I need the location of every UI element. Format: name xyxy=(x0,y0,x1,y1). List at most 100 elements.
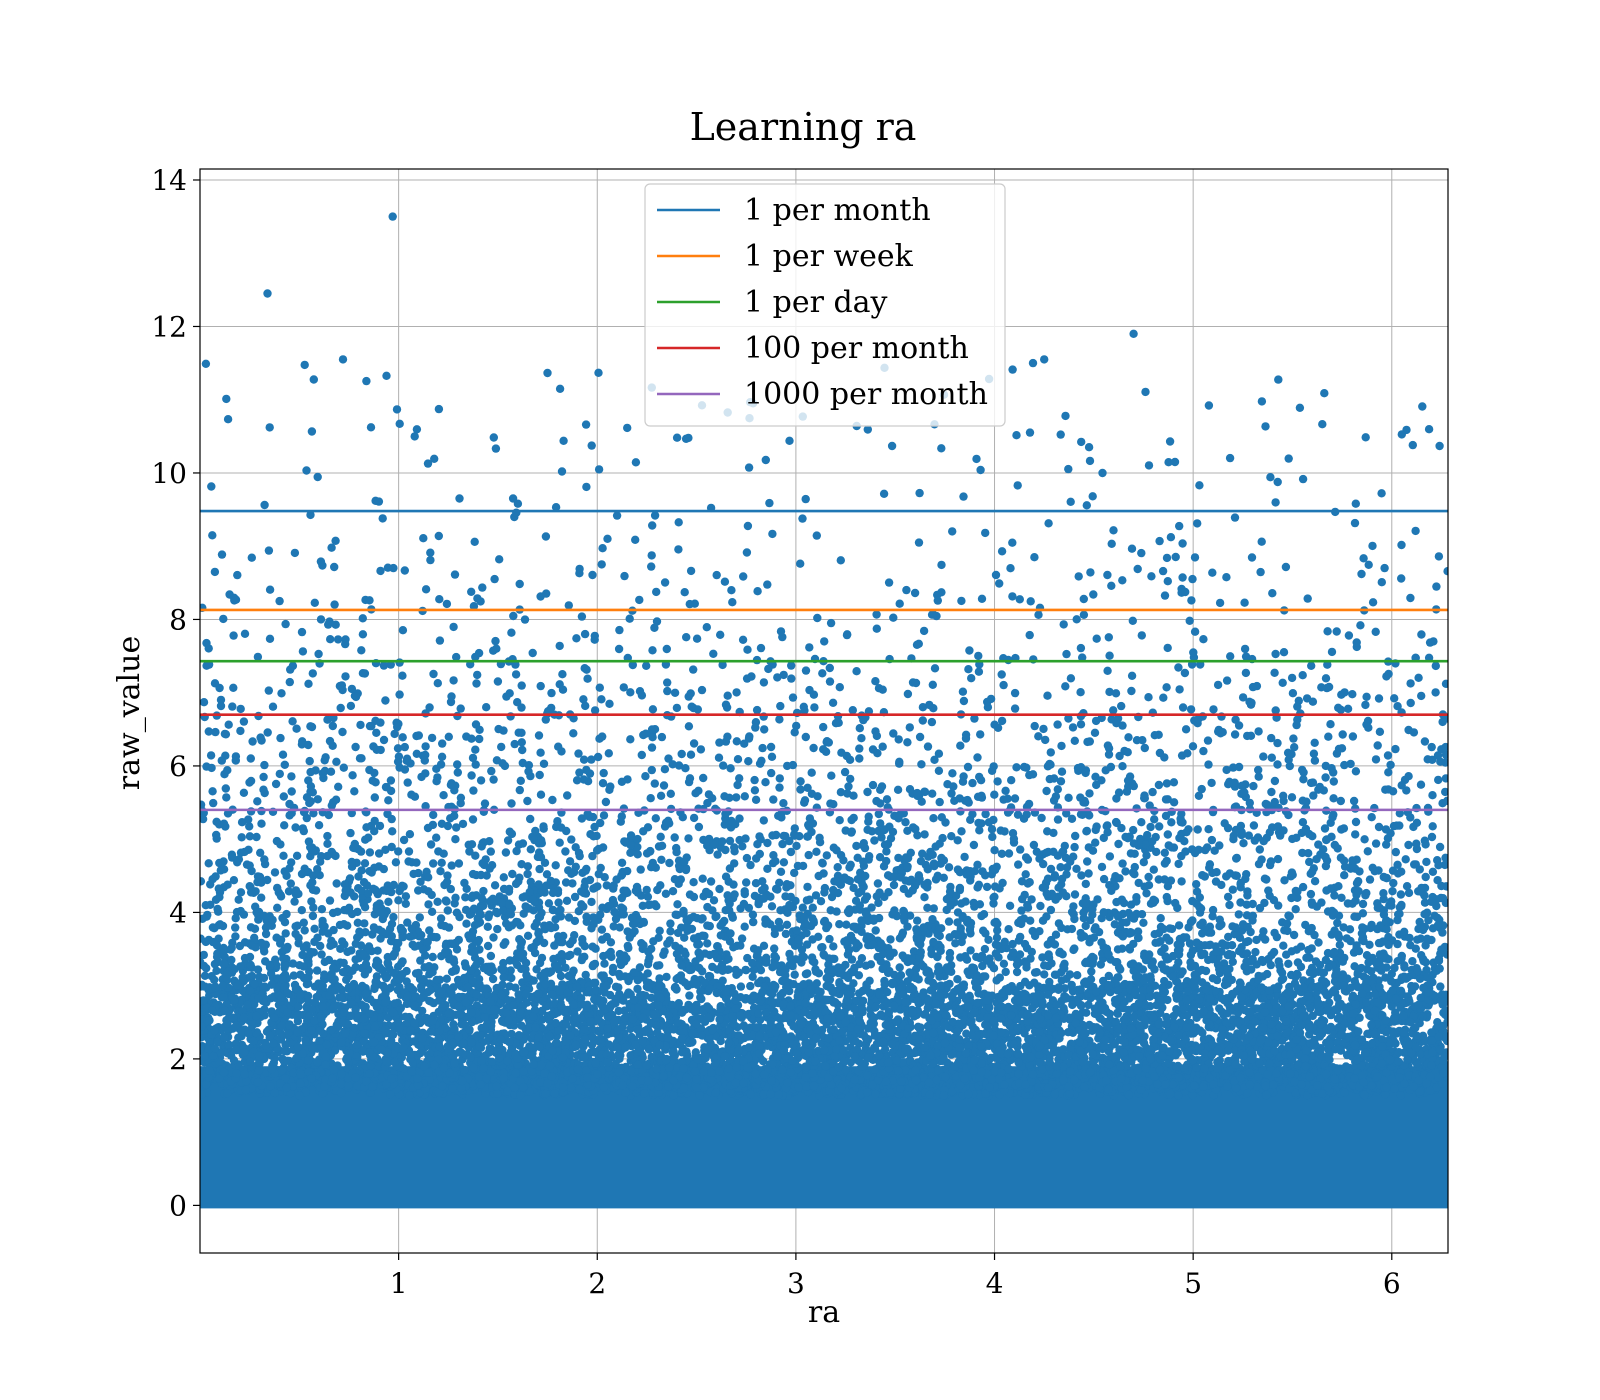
scatter-point xyxy=(1326,720,1335,729)
scatter-point xyxy=(1336,796,1346,806)
scatter-point xyxy=(652,587,661,597)
scatter-point xyxy=(216,866,225,875)
scatter-point xyxy=(660,578,670,587)
scatter-point xyxy=(412,425,422,434)
scatter-point xyxy=(387,919,397,929)
scatter-point xyxy=(401,892,411,901)
scatter-point xyxy=(297,627,307,637)
scatter-point xyxy=(1268,589,1277,598)
scatter-point xyxy=(543,368,552,378)
scatter-point xyxy=(857,734,866,743)
scatter-point xyxy=(391,858,401,867)
scatter-point xyxy=(510,739,519,749)
scatter-point xyxy=(1181,847,1190,856)
scatter-point xyxy=(436,760,446,769)
scatter-point xyxy=(231,923,240,932)
scatter-point xyxy=(588,851,597,861)
scatter-point xyxy=(1084,443,1094,452)
scatter-point xyxy=(889,880,899,890)
scatter-point xyxy=(346,828,355,838)
scatter-point xyxy=(256,848,265,857)
scatter-point xyxy=(1285,761,1295,771)
scatter-point xyxy=(219,857,228,866)
scatter-point xyxy=(978,961,987,971)
scatter-point xyxy=(685,599,694,609)
scatter-point xyxy=(468,869,478,879)
scatter-point xyxy=(1417,691,1426,701)
scatter-point xyxy=(1261,422,1270,431)
scatter-point xyxy=(763,864,772,873)
scatter-point xyxy=(1174,1091,1183,1100)
scatter-point xyxy=(591,944,600,953)
scatter-point xyxy=(1210,846,1219,855)
scatter-point xyxy=(670,833,679,842)
scatter-point xyxy=(619,683,628,692)
scatter-point xyxy=(1310,877,1320,886)
scatter-point xyxy=(1082,501,1092,510)
scatter-point xyxy=(1021,870,1030,879)
scatter-point xyxy=(1322,835,1331,845)
scatter-point xyxy=(817,943,826,952)
scatter-point xyxy=(796,559,805,568)
scatter-point xyxy=(689,739,699,748)
scatter-point xyxy=(1165,437,1175,446)
scatter-point xyxy=(955,883,965,893)
scatter-point xyxy=(1188,896,1197,906)
scatter-point xyxy=(674,761,684,770)
scatter-point xyxy=(291,823,300,832)
scatter-point xyxy=(1118,576,1127,585)
scatter-point xyxy=(1099,874,1109,884)
scatter-point xyxy=(956,741,965,750)
scatter-point xyxy=(470,537,479,546)
scatter-point xyxy=(1443,567,1448,576)
scatter-point xyxy=(953,865,963,874)
scatter-point xyxy=(917,797,926,806)
scatter-point xyxy=(1278,678,1287,687)
scatter-point xyxy=(350,787,359,796)
scatter-point xyxy=(455,494,464,503)
scatter-point xyxy=(386,776,396,785)
scatter-point xyxy=(426,548,435,557)
scatter-point xyxy=(374,849,384,858)
scatter-point xyxy=(1304,849,1313,858)
scatter-point xyxy=(787,674,796,683)
scatter-point xyxy=(788,693,798,702)
scatter-point xyxy=(1243,731,1252,741)
scatter-point xyxy=(726,764,735,773)
scatter-point xyxy=(200,877,206,886)
scatter-point xyxy=(746,981,755,991)
scatter-point xyxy=(1307,661,1316,670)
scatter-point xyxy=(471,745,480,754)
scatter-point xyxy=(826,618,836,628)
scatter-point xyxy=(1329,768,1338,777)
scatter-point xyxy=(872,610,881,619)
scatter-point xyxy=(515,579,524,589)
scatter-point xyxy=(593,752,603,762)
scatter-point xyxy=(809,918,818,927)
scatter-point xyxy=(200,698,209,707)
scatter-point xyxy=(673,900,682,909)
scatter-point xyxy=(1351,830,1360,839)
scatter-point xyxy=(961,897,970,906)
scatter-point xyxy=(1144,461,1154,470)
scatter-point xyxy=(655,926,664,935)
scatter-point xyxy=(223,415,233,424)
scatter-point xyxy=(210,567,220,577)
scatter-point xyxy=(313,795,322,804)
scatter-point xyxy=(1203,843,1212,852)
scatter-point xyxy=(1004,925,1013,934)
scatter-point xyxy=(452,823,461,832)
scatter-point xyxy=(895,963,904,972)
scatter-point xyxy=(1155,822,1164,831)
scatter-point xyxy=(556,971,566,981)
scatter-point xyxy=(666,789,675,798)
scatter-point xyxy=(435,636,445,645)
scatter-point xyxy=(469,786,478,795)
scatter-point xyxy=(776,627,786,636)
scatter-point xyxy=(598,779,608,788)
scatter-point xyxy=(334,782,343,791)
scatter-point xyxy=(1118,859,1127,868)
scatter-point xyxy=(523,869,532,879)
scatter-point xyxy=(653,885,662,895)
scatter-point xyxy=(852,667,861,676)
